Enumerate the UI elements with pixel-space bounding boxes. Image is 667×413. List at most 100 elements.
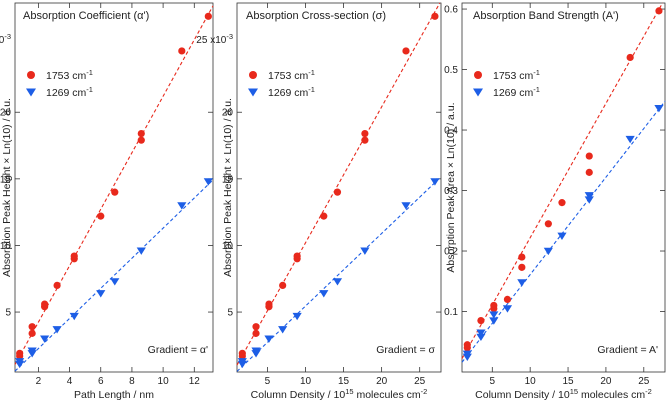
- data-point-circle: [655, 7, 663, 15]
- x-tick-label: 10: [525, 376, 537, 387]
- data-point-circle: [361, 129, 369, 138]
- legend-label: 1753 cm-1: [268, 68, 315, 82]
- panel-title: Absorption Coefficient (α'): [23, 10, 149, 22]
- data-point-triangle: [69, 312, 79, 321]
- y-tick-label: 10: [0, 241, 11, 252]
- data-point-circle: [204, 12, 212, 20]
- data-point-circle: [320, 212, 328, 220]
- data-point-circle: [252, 329, 260, 337]
- y-tick-label: 5: [227, 308, 233, 319]
- data-point-triangle: [52, 326, 62, 334]
- data-point-triangle: [40, 335, 50, 343]
- x-axis-label: Column Density / 1015 molecules cm-2: [251, 387, 428, 401]
- x-axis-label: Column Density / 1015 molecules cm-2: [475, 387, 652, 401]
- y-multiplier-label: 25 x10-3: [0, 32, 11, 46]
- data-point-triangle: [502, 305, 513, 313]
- x-tick-label: 12: [189, 376, 201, 387]
- y-tick-label: 5: [5, 308, 11, 319]
- data-point-circle: [111, 188, 119, 196]
- data-point-circle: [503, 295, 512, 304]
- data-point-triangle: [489, 311, 499, 319]
- data-point-circle: [333, 188, 342, 196]
- data-point-circle: [518, 253, 526, 261]
- plot-frame: [14, 2, 214, 373]
- y-tick-label: 0.4: [444, 126, 458, 137]
- data-point-triangle: [489, 317, 499, 325]
- data-point-triangle: [136, 247, 146, 255]
- y-tick-label: 0.6: [444, 5, 458, 16]
- data-point-triangle: [292, 312, 302, 321]
- data-point-circle: [626, 53, 634, 62]
- panel-title: Absorption Band Strength (A'): [473, 10, 619, 22]
- y-tick-label: 0.1: [444, 307, 458, 318]
- data-point-triangle: [462, 350, 472, 358]
- data-point-circle: [558, 199, 566, 207]
- data-point-circle: [293, 252, 301, 260]
- x-tick-label: 5: [490, 376, 496, 387]
- data-point-triangle: [264, 335, 274, 343]
- legend-label: 1269 cm-1: [46, 85, 93, 99]
- panel-title: Absorption Cross-section (σ): [246, 10, 386, 22]
- data-point-triangle: [543, 247, 553, 256]
- x-tick-label: 20: [600, 376, 612, 387]
- legend-marker-circle: [474, 71, 482, 79]
- x-tick-label: 25: [414, 376, 426, 387]
- gradient-label: Gradient = A': [597, 344, 658, 356]
- data-point-circle: [361, 136, 369, 144]
- panel-3: 5 10 15 20 25 0.1 0.2 0.3 0.4 0.5 0.6 Absorption Ba…: [444, 2, 666, 401]
- data-point-triangle: [476, 333, 486, 342]
- x-tick-label: 5: [265, 376, 271, 387]
- y-multiplier-label: 25 x10-3: [196, 32, 233, 46]
- data-point-circle: [585, 168, 593, 176]
- data-point-triangle: [557, 232, 567, 241]
- data-point-triangle: [430, 178, 440, 186]
- data-point-triangle: [654, 105, 664, 113]
- data-point-triangle: [110, 278, 120, 286]
- data-point-triangle: [401, 202, 411, 210]
- y-tick-label: 0.3: [444, 186, 458, 197]
- data-point-triangle: [203, 178, 213, 186]
- x-tick-label: 6: [98, 376, 104, 387]
- legend-label: 1269 cm-1: [493, 85, 540, 99]
- x-tick-label: 10: [300, 376, 312, 387]
- x-tick-label: 15: [338, 376, 350, 387]
- data-point-triangle: [476, 329, 486, 337]
- y-tick-label: 15: [0, 174, 11, 185]
- legend-marker-triangle: [26, 88, 36, 97]
- gradient-label: Gradient = α': [148, 344, 208, 356]
- fit-line-blue: [14, 179, 214, 372]
- data-point-circle: [431, 12, 439, 20]
- plot-frame: [236, 2, 442, 373]
- data-point-circle: [178, 47, 186, 55]
- y-tick-label: 0.5: [444, 65, 458, 76]
- data-point-triangle: [332, 278, 343, 286]
- y-tick-label: 20: [222, 108, 234, 119]
- plot-frame: [461, 2, 666, 373]
- data-point-circle: [265, 300, 273, 308]
- data-point-circle: [53, 281, 61, 290]
- y-tick-label: 0.2: [444, 247, 458, 258]
- data-point-circle: [402, 47, 410, 55]
- fit-line-blue: [461, 100, 666, 363]
- gradient-label: Gradient = σ: [376, 344, 435, 356]
- data-point-triangle: [319, 290, 329, 298]
- fit-line-red: [14, 5, 214, 365]
- y-axis-label: Absorption Peak Area × Ln(10) / a.u.: [445, 102, 457, 272]
- data-point-triangle: [251, 347, 261, 355]
- data-point-triangle: [360, 247, 370, 255]
- data-point-triangle: [96, 290, 106, 298]
- data-point-circle: [518, 263, 526, 271]
- data-point-circle: [252, 323, 260, 331]
- data-point-triangle: [625, 135, 635, 144]
- legend-marker-circle: [27, 71, 35, 79]
- data-point-triangle: [278, 326, 288, 334]
- data-point-circle: [137, 129, 145, 138]
- x-tick-label: 20: [376, 376, 388, 387]
- legend-label: 1269 cm-1: [268, 85, 315, 99]
- y-axis-label: Absorption Peak Height × Ln(10) / a.u.: [222, 98, 234, 277]
- data-point-triangle: [584, 196, 594, 204]
- y-axis-label: Absorption Peak Height × Ln(10) / a.u.: [1, 98, 13, 277]
- legend-marker-circle: [249, 71, 257, 79]
- x-tick-label: 15: [562, 376, 574, 387]
